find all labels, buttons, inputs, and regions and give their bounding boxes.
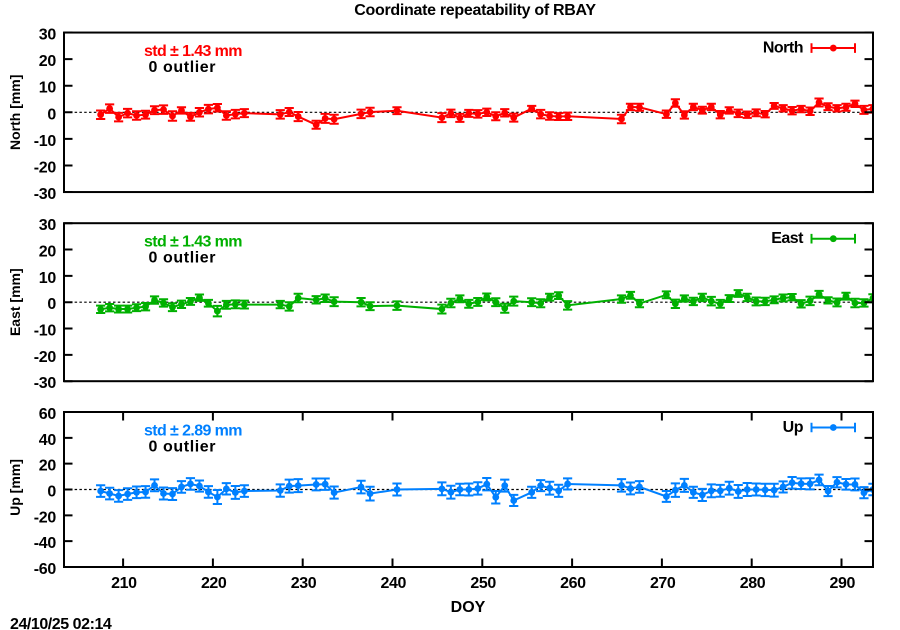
svg-text:-30: -30: [34, 186, 57, 203]
svg-text:0: 0: [47, 484, 56, 501]
svg-text:210: 210: [111, 575, 137, 592]
svg-text:40: 40: [39, 432, 57, 449]
svg-text:10: 10: [39, 80, 57, 97]
svg-text:East [mm]: East [mm]: [7, 268, 23, 336]
svg-text:std ± 1.43 mm: std ± 1.43 mm: [144, 234, 242, 251]
svg-text:270: 270: [650, 575, 676, 592]
svg-text:230: 230: [291, 575, 317, 592]
svg-text:0 outlier: 0 outlier: [149, 439, 217, 456]
svg-text:Up [mm]: Up [mm]: [7, 459, 23, 516]
svg-text:280: 280: [740, 575, 766, 592]
svg-text:24/10/25 02:14: 24/10/25 02:14: [10, 616, 112, 630]
svg-text:20: 20: [39, 244, 57, 261]
svg-text:North [mm]: North [mm]: [7, 75, 23, 150]
svg-text:30: 30: [39, 27, 57, 44]
svg-text:-60: -60: [34, 561, 57, 578]
svg-text:-10: -10: [34, 133, 57, 150]
svg-text:60: 60: [39, 406, 57, 423]
svg-text:0 outlier: 0 outlier: [149, 59, 217, 76]
svg-text:20: 20: [39, 53, 57, 70]
svg-text:10: 10: [39, 270, 57, 287]
svg-text:290: 290: [830, 575, 856, 592]
svg-text:20: 20: [39, 458, 57, 475]
svg-text:North: North: [763, 39, 803, 56]
svg-text:std ± 2.89 mm: std ± 2.89 mm: [144, 423, 242, 440]
svg-text:240: 240: [381, 575, 407, 592]
svg-text:260: 260: [560, 575, 586, 592]
svg-text:-20: -20: [34, 349, 57, 366]
svg-text:Coordinate repeatability of RB: Coordinate repeatability of RBAY: [354, 2, 596, 19]
svg-text:220: 220: [201, 575, 227, 592]
svg-text:250: 250: [470, 575, 496, 592]
svg-text:-10: -10: [34, 323, 57, 340]
svg-text:30: 30: [39, 217, 57, 234]
svg-text:East: East: [771, 230, 804, 247]
svg-text:std ± 1.43 mm: std ± 1.43 mm: [144, 43, 242, 60]
svg-text:-20: -20: [34, 159, 57, 176]
svg-text:-20: -20: [34, 509, 57, 526]
svg-text:0: 0: [47, 106, 56, 123]
svg-text:0: 0: [47, 296, 56, 313]
svg-text:-40: -40: [34, 535, 57, 552]
svg-text:Up: Up: [783, 419, 804, 436]
svg-text:0 outlier: 0 outlier: [149, 250, 217, 267]
svg-text:DOY: DOY: [451, 599, 486, 616]
svg-text:-30: -30: [34, 375, 57, 392]
